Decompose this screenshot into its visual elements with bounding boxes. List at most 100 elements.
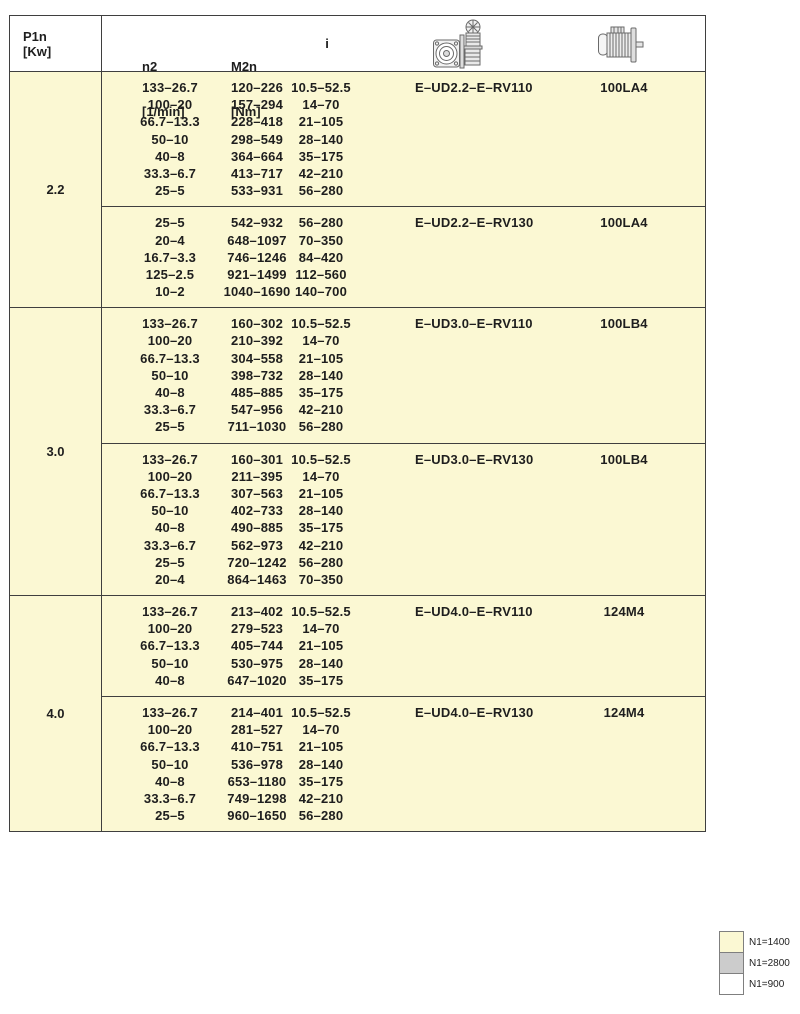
m2n-header-line1: M2n [231, 59, 257, 74]
n2-value: 20–4 [155, 232, 185, 248]
n2-value: 66.7–13.3 [140, 739, 200, 755]
n2-value: 133–26.7 [142, 604, 198, 620]
table-row: 40–8 490–885 35–175 [102, 519, 705, 536]
table-row: 33.3–6.7 562–973 42–210 [102, 537, 705, 554]
m2n-value: 536–978 [230, 756, 283, 772]
table-row: 40–8 647–1020 35–175 [102, 672, 705, 689]
i-value: 14–70 [302, 333, 340, 349]
m2n-value: 960–1650 [227, 808, 287, 824]
i-value: 56–280 [298, 554, 344, 570]
n2-value: 25–5 [155, 183, 185, 199]
table-row: 66.7–13.3 307–563 21–105 [102, 485, 705, 502]
legend-item-n1-900: N1=900 [719, 973, 790, 995]
i-value: 35–175 [298, 773, 344, 789]
model-label: E–UD3.0–E–RV110 [415, 316, 533, 332]
table-row: 133–26.7 120–226 10.5–52.5 [102, 79, 705, 96]
n2-value: 16.7–3.3 [143, 249, 197, 265]
table-row: 50–10 298–549 28–140 [102, 131, 705, 148]
m2n-header-line2: [Nm] [231, 104, 261, 119]
i-value: 35–175 [298, 672, 344, 688]
motor-label: 124M4 [603, 705, 645, 720]
m2n-value: 279–523 [230, 621, 283, 637]
n2-value: 50–10 [151, 756, 189, 772]
p1n-value: 4.0 [10, 596, 102, 832]
n2-value: 25–5 [155, 808, 185, 824]
column-header-n2: n2 [1/min] [142, 29, 185, 149]
m2n-value: 410–751 [230, 739, 283, 755]
m2n-value: 547–956 [230, 402, 283, 418]
table-row: 100–20 157–294 14–70 [102, 96, 705, 113]
i-value: 21–105 [298, 350, 344, 366]
p1n-header-line2: [Kw] [23, 43, 52, 59]
n2-value: 133–26.7 [142, 451, 198, 467]
table-row: 133–26.7 160–302 10.5–52.5 [102, 315, 705, 332]
i-value: 10.5–52.5 [291, 80, 351, 95]
legend-label: N1=1400 [749, 936, 790, 948]
i-value: 56–280 [298, 215, 344, 231]
n2-value: 66.7–13.3 [140, 638, 200, 654]
m2n-value: 653–1180 [227, 773, 287, 789]
m2n-value: 720–1242 [227, 554, 287, 570]
gearbox-block: 133–26.7 160–301 10.5–52.5 100–20 211–395 14–… [102, 442, 705, 596]
i-value: 14–70 [302, 468, 340, 484]
i-value: 112–560 [295, 266, 347, 282]
table-row: 50–10 536–978 28–140 [102, 756, 705, 773]
p1n-value: 2.2 [10, 72, 102, 308]
motor-label: 100LA4 [600, 80, 648, 95]
model-label: E–UD3.0–E–RV130 [415, 451, 534, 467]
n2-value: 25–5 [155, 554, 185, 570]
m2n-value: 413–717 [230, 165, 283, 181]
table-row: 25–5 720–1242 56–280 [102, 554, 705, 571]
m2n-value: 210–392 [230, 333, 283, 349]
column-header-m2n: M2n [Nm] [231, 29, 267, 149]
legend-item-n1-2800: N1=2800 [719, 952, 790, 974]
i-value: 42–210 [298, 790, 344, 806]
n2-value: 40–8 [155, 773, 185, 789]
legend-swatch-yellow [719, 931, 744, 953]
i-value: 42–210 [298, 537, 344, 553]
i-value: 21–105 [298, 485, 344, 501]
worm-gearbox-motor-icon [432, 18, 486, 70]
n2-value: 20–4 [155, 571, 185, 587]
gearbox-block: 25–5 542–932 56–280 20–4 648–1097 70–350 16.7–… [102, 206, 705, 307]
n2-value: 100–20 [147, 722, 193, 738]
m2n-value: 157–294 [230, 97, 283, 113]
i-value: 28–140 [298, 503, 344, 519]
i-value: 70–350 [298, 571, 344, 587]
n2-value: 10–2 [155, 284, 185, 300]
legend-swatch-white [719, 973, 744, 995]
model-label: E–UD2.2–E–RV130 [415, 215, 534, 231]
table-row: 20–4 864–1463 70–350 [102, 571, 705, 588]
speed-legend: N1=1400 N1=2800 N1=900 [719, 931, 790, 995]
table-row: 50–10 402–733 28–140 [102, 502, 705, 519]
section-blocks: 133–26.7 160–302 10.5–52.5 100–20 210–392 14–… [102, 308, 705, 595]
gearbox-block: 133–26.7 160–302 10.5–52.5 100–20 210–392 14–… [102, 308, 705, 442]
i-value: 10.5–52.5 [291, 451, 351, 467]
legend-swatch-gray [719, 952, 744, 974]
n2-header-line2: [1/min] [142, 104, 185, 119]
m2n-value: 542–932 [230, 215, 283, 231]
table-row: 40–8 364–664 35–175 [102, 148, 705, 165]
n2-value: 40–8 [155, 148, 185, 164]
i-value: 21–105 [298, 739, 344, 755]
table-row: 25–5 711–1030 56–280 [102, 418, 705, 435]
n2-value: 133–26.7 [142, 705, 198, 720]
motor-label: 100LB4 [600, 451, 648, 467]
i-value: 28–140 [298, 131, 344, 147]
legend-item-n1-1400: N1=1400 [719, 931, 790, 953]
table-row: 66.7–13.3 304–558 21–105 [102, 350, 705, 367]
n2-value: 100–20 [147, 97, 193, 113]
i-value: 21–105 [298, 114, 344, 130]
gearbox-block: 133–26.7 213–402 10.5–52.5 100–20 279–523 14–… [102, 596, 705, 696]
i-value: 84–420 [298, 249, 344, 265]
m2n-value: 864–1463 [227, 571, 287, 587]
table-row: 100–20 211–395 14–70 [102, 468, 705, 485]
m2n-value: 120–226 [230, 80, 283, 95]
m2n-value: 304–558 [230, 350, 283, 366]
motor-label: 100LB4 [600, 316, 648, 332]
n2-value: 50–10 [151, 367, 189, 383]
table-row: 16.7–3.3 746–1246 84–420 [102, 249, 705, 266]
m2n-value: 402–733 [230, 503, 283, 519]
n2-value: 40–8 [155, 672, 185, 688]
